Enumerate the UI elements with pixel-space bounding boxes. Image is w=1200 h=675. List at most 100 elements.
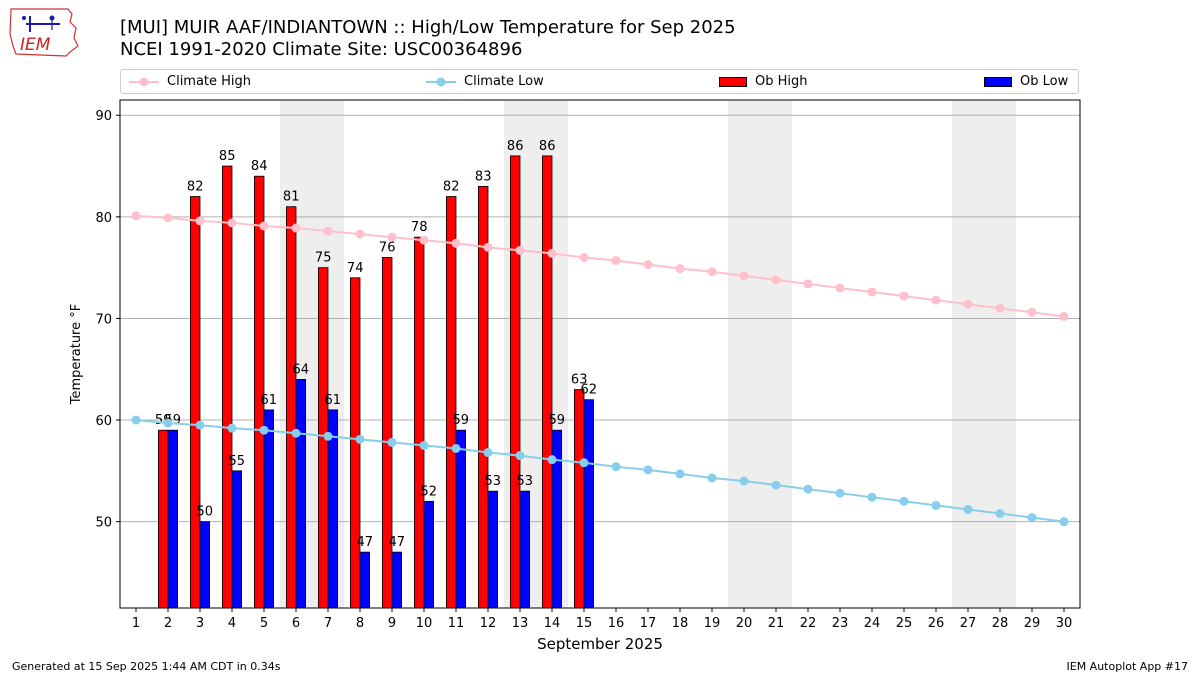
x-tick-label: 1 [132, 616, 140, 631]
x-tick-label: 22 [800, 616, 817, 631]
climate-high-point [675, 264, 685, 274]
ob-low-bar [263, 409, 275, 609]
ob-low-label: 53 [517, 474, 534, 489]
app-label: IEM Autoplot App #17 [1066, 660, 1189, 673]
ob-low-label: 55 [229, 454, 246, 469]
y-axis-label: Temperature °F [69, 304, 84, 405]
climate-low-point [707, 473, 717, 483]
ob-high-label: 75 [315, 251, 332, 266]
climate-high-point [259, 221, 269, 231]
ob-low-bar [231, 470, 243, 609]
ob-high-bar [542, 155, 553, 609]
ob-high-label: 84 [251, 159, 268, 174]
climate-high-point [1059, 311, 1069, 321]
legend-climate-high: Climate High [129, 74, 251, 89]
climate-high-point [131, 211, 141, 221]
x-tick-label: 18 [672, 616, 689, 631]
y-tick-label: 60 [95, 414, 112, 429]
ob-high-label: 78 [411, 220, 428, 235]
climate-high-point [163, 213, 173, 223]
climate-low-point [259, 425, 269, 435]
ob-high-bar [445, 196, 457, 609]
logo-text: IEM [20, 35, 51, 55]
x-tick-label: 23 [832, 616, 849, 631]
x-tick-label: 21 [768, 616, 785, 631]
climate-high-point [739, 271, 749, 281]
legend-ob-low: Ob Low [984, 74, 1068, 89]
ob-high-label: 82 [443, 180, 460, 195]
climate-high-point [291, 223, 301, 233]
climate-low-point [419, 440, 429, 450]
legend-climate-low: Climate Low [426, 74, 544, 89]
climate-low-point [995, 509, 1005, 519]
climate-high-point [771, 275, 781, 285]
climate-low-point [131, 415, 141, 425]
x-tick-label: 10 [416, 616, 433, 631]
ob-low-bar [519, 490, 531, 609]
legend-label: Ob High [755, 74, 808, 89]
ob-high-label: 86 [539, 139, 556, 154]
climate-low-point [227, 423, 237, 433]
x-tick-label: 5 [260, 616, 268, 631]
ob-high-bar [285, 206, 297, 609]
climate-low-point [291, 428, 301, 438]
climate-high-line [135, 214, 1065, 318]
climate-high-point [515, 245, 525, 255]
x-tick-label: 12 [480, 616, 497, 631]
legend-label: Climate Low [464, 74, 544, 89]
climate-low-point [163, 418, 173, 428]
climate-low-point [579, 458, 589, 468]
climate-high-point [803, 279, 813, 289]
x-tick-label: 19 [704, 616, 721, 631]
ob-low-bar [391, 551, 403, 609]
climate-low-point [931, 500, 941, 510]
x-tick-label: 8 [356, 616, 364, 631]
x-tick-label: 29 [1024, 616, 1041, 631]
climate-high-point [355, 229, 365, 239]
climate-low-point [803, 484, 813, 494]
x-tick-label: 26 [928, 616, 945, 631]
ob-low-label: 50 [197, 505, 214, 520]
chart-legend: Climate High Climate Low Ob High Ob Low [120, 69, 1079, 94]
climate-low-point [1059, 517, 1069, 527]
ob-high-bar [221, 165, 233, 609]
climate-low-point [451, 443, 461, 453]
ob-low-label: 61 [325, 393, 342, 408]
ob-high-bar [381, 257, 393, 609]
weekend-band [728, 100, 792, 608]
climate-high-point [643, 260, 653, 270]
generated-note: Generated at 15 Sep 2025 1:44 AM CDT in … [12, 660, 281, 673]
climate-low-point [483, 448, 493, 458]
x-tick-label: 3 [196, 616, 204, 631]
climate-low-point [867, 492, 877, 502]
x-tick-label: 14 [544, 616, 561, 631]
chart-title: [MUI] MUIR AAF/INDIANTOWN :: High/Low Te… [120, 17, 736, 38]
climate-low-point [195, 420, 205, 430]
x-tick-label: 15 [576, 616, 593, 631]
climate-low-point [515, 451, 525, 461]
ob-high-label: 86 [507, 139, 524, 154]
x-tick-label: 6 [292, 616, 300, 631]
ob-low-label: 62 [581, 383, 598, 398]
x-tick-label: 13 [512, 616, 529, 631]
climate-high-point [387, 232, 397, 242]
climate-low-point [963, 504, 973, 514]
x-axis-label: September 2025 [537, 635, 663, 653]
x-tick-label: 17 [640, 616, 657, 631]
climate-high-point [323, 226, 333, 236]
climate-high-point [451, 238, 461, 248]
climate-low-point [547, 455, 557, 465]
climate-high-point [963, 299, 973, 309]
climate-low-point [739, 476, 749, 486]
climate-high-point [579, 252, 589, 262]
ob-low-bar [295, 378, 307, 609]
x-tick-label: 4 [228, 616, 236, 631]
climate-high-point [899, 291, 909, 301]
weekend-band [952, 100, 1016, 608]
climate-low-line [135, 419, 1065, 523]
x-tick-label: 27 [960, 616, 977, 631]
ob-low-bar [199, 521, 211, 609]
ob-low-label: 64 [293, 362, 310, 377]
ob-high-label: 76 [379, 240, 396, 255]
